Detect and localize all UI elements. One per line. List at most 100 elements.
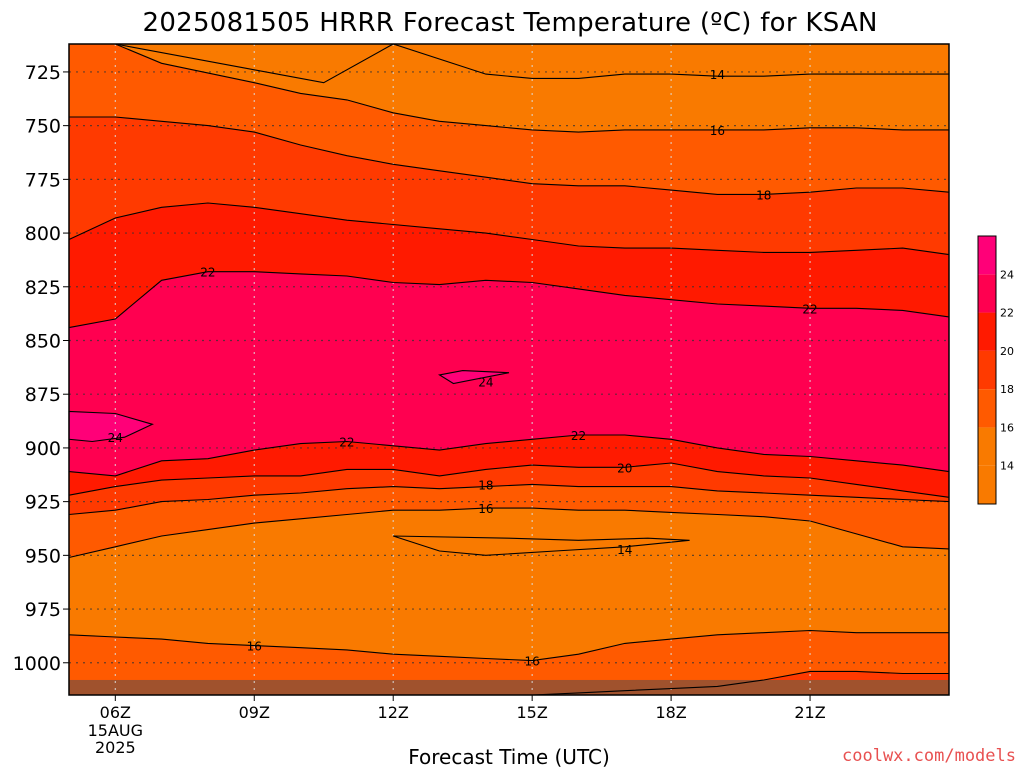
fill-band-18-20-upper	[69, 117, 949, 255]
contour-label-0: 14	[710, 68, 725, 82]
contour-line-18-2	[69, 116, 950, 195]
contour-label-text: 16	[525, 655, 540, 669]
x-tick-09Z: 09Z	[239, 695, 270, 722]
colorbar-label-20: 20	[1000, 345, 1014, 358]
x-tick-sublabel: 2025	[95, 738, 136, 757]
contour-line-20-3	[68, 202, 950, 256]
contour-label-3: 22	[200, 266, 215, 280]
x-tick-sublabel: 15AUG	[88, 721, 143, 740]
colorbar-swatch-4	[978, 312, 996, 351]
fill-band-16-18-lower	[69, 484, 949, 558]
contour-label-10: 18	[478, 478, 493, 492]
contour-label-text: 22	[200, 266, 215, 280]
x-axis-label: Forecast Time (UTC)	[408, 745, 610, 768]
fill-band-22-24	[69, 271, 949, 476]
contour-label-text: 22	[339, 435, 354, 449]
y-tick-label: 850	[25, 330, 61, 352]
plot-frame	[68, 43, 950, 696]
fill-cell-lt14	[393, 536, 690, 556]
y-tick-950: 950	[25, 545, 69, 567]
y-tick-label: 725	[25, 62, 61, 84]
x-tick-18Z: 18Z	[655, 695, 687, 722]
fill-band-lt14-upper	[69, 44, 949, 83]
x-tick-21Z: 21Z	[794, 695, 826, 722]
x-tick-12Z: 12Z	[378, 695, 409, 722]
colorbar-frame	[977, 235, 997, 505]
y-tick-850: 850	[25, 330, 69, 352]
contour-line-22-7	[68, 434, 950, 477]
chart-title: 2025081505 HRRR Forecast Temperature (ºC…	[143, 8, 878, 38]
contour-label-12: 14	[617, 543, 632, 557]
y-tick-label: 1000	[13, 653, 61, 675]
y-tick-1000: 1000	[13, 653, 69, 675]
contour-label-text: 14	[710, 68, 725, 82]
fill-band-20-22-lower	[69, 435, 949, 498]
contour-label-text: 18	[756, 188, 771, 202]
contour-label-4: 22	[802, 302, 817, 316]
colorbar-label-22: 22	[1000, 307, 1014, 320]
contour-label-8: 22	[571, 429, 586, 443]
watermark-link[interactable]: coolwx.com/models	[842, 746, 1016, 766]
y-tick-925: 925	[25, 492, 69, 514]
contour-label-11: 16	[478, 502, 493, 516]
contour-label-text: 14	[617, 543, 632, 557]
fill-band-20-22-upper	[69, 203, 949, 328]
colorbar-swatch-0	[978, 465, 996, 504]
contour-label-1: 16	[710, 124, 725, 138]
x-tick-label: 15Z	[516, 703, 547, 722]
contour-label-13: 16	[247, 640, 262, 654]
y-tick-label: 900	[25, 438, 61, 460]
contour-label-text: 22	[802, 302, 817, 316]
contour-label-7: 22	[339, 435, 354, 449]
colorbar-swatch-6	[978, 236, 996, 275]
contour-line-16-12	[68, 629, 949, 662]
fill-band-16-18-upper	[69, 44, 949, 195]
colorbar-label-18: 18	[1000, 383, 1014, 396]
colorbar-swatch-2	[978, 389, 996, 428]
contour-label-text: 16	[710, 124, 725, 138]
y-tick-label: 975	[25, 599, 61, 621]
y-tick-725: 725	[25, 62, 69, 84]
contour-label-6: 24	[108, 431, 123, 445]
y-tick-975: 975	[25, 599, 69, 621]
contour-line-22-4	[68, 271, 950, 329]
y-tick-label: 875	[25, 384, 61, 406]
y-tick-label: 925	[25, 492, 61, 514]
contour-label-9: 20	[617, 461, 632, 475]
x-tick-label: 12Z	[378, 703, 409, 722]
y-tick-775: 775	[25, 169, 69, 191]
fill-cell-24-a	[439, 370, 509, 384]
y-tick-label: 775	[25, 169, 61, 191]
fill-band-18-20-lower	[69, 463, 949, 515]
y-tick-label: 825	[25, 277, 61, 299]
contour-label-text: 18	[478, 478, 493, 492]
contour-labels: 14 16 18 22 22 24 24 22 22 20 18 16 14 16 16	[108, 68, 818, 669]
contour-label-text: 16	[478, 502, 493, 516]
contour-label-text: 20	[617, 461, 632, 475]
plot-area	[69, 44, 949, 695]
fill-band-14-16-upper	[69, 44, 949, 133]
y-tick-900: 900	[25, 438, 69, 460]
x-tick-label: 06Z	[100, 703, 131, 722]
colorbar-label-14: 14	[1000, 460, 1014, 473]
colorbar-legend: 14 16 18 20 22 24	[977, 235, 1014, 505]
contour-line-14-0	[69, 43, 949, 84]
contour-line-16-10	[68, 507, 950, 559]
contour-line-14-11	[393, 535, 690, 556]
x-tick-label: 18Z	[655, 703, 686, 722]
colorbar-label-16: 16	[1000, 421, 1014, 434]
contour-label-text: 24	[108, 431, 123, 445]
colorbar-swatch-3	[978, 350, 996, 390]
colorbar-swatch-1	[978, 427, 996, 466]
contour-label-5: 24	[478, 375, 493, 389]
y-tick-label: 750	[25, 116, 61, 138]
contour-line-16-1	[69, 43, 949, 133]
contour-label-14: 16	[525, 655, 540, 669]
fill-band-16-18-near-surface	[69, 630, 949, 695]
y-tick-label: 950	[25, 545, 61, 567]
y-tick-label: 800	[25, 223, 61, 245]
contour-line-20-8	[68, 462, 950, 498]
